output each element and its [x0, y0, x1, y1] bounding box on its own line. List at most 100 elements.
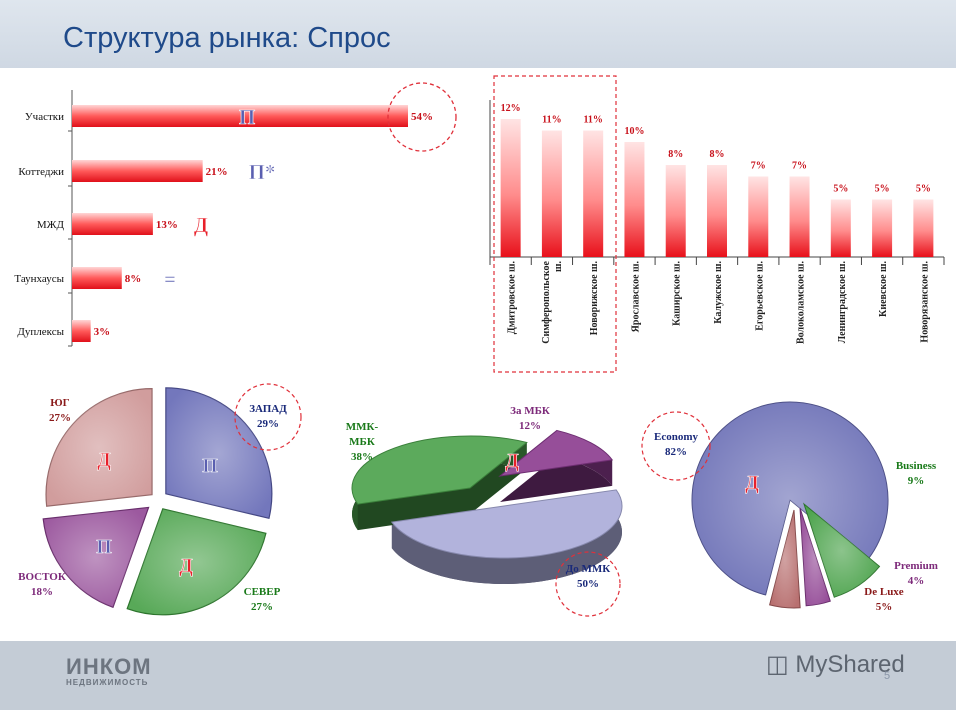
slice-value-label: 82% — [665, 446, 687, 458]
pie-slice-shine — [691, 401, 888, 595]
marker-label: П — [239, 105, 255, 129]
category-label: МЖД — [37, 219, 65, 231]
bar — [541, 130, 562, 257]
logo-sub-text: НЕДВИЖИМОСТЬ — [66, 678, 149, 687]
slice-value-label: 12% — [519, 420, 541, 432]
marker-label: = — [164, 267, 176, 291]
pie-slice-shine — [769, 510, 801, 608]
category-label: Ярославское ш. — [630, 261, 641, 333]
value-label: 10% — [624, 126, 644, 137]
value-label: 21% — [206, 166, 228, 178]
bar — [789, 176, 810, 257]
category-label-cont: ш. — [553, 261, 564, 272]
logo-main-text: ИНКОМ — [66, 654, 152, 679]
slice-value-label: 5% — [876, 601, 893, 613]
company-logo: ИНКОМ НЕДВИЖИМОСТЬ — [66, 654, 152, 687]
marker-label: Д — [194, 213, 209, 237]
pie-slice — [498, 429, 614, 477]
highlight-ring — [641, 411, 711, 481]
category-label: Волоколамское ш. — [796, 261, 807, 345]
value-label: 5% — [916, 184, 931, 195]
slice-label: ЮГ — [50, 397, 69, 409]
bar — [748, 176, 769, 257]
category-label: Новорязанское ш. — [919, 261, 930, 343]
bar — [72, 105, 408, 127]
bar — [72, 267, 122, 289]
highlight-ring — [387, 82, 457, 152]
watermark: ◫ MyShared — [766, 650, 905, 679]
category-label: Новорижское ш. — [589, 261, 600, 336]
bar — [913, 199, 934, 257]
category-label: Коттеджи — [18, 166, 64, 178]
highlight-box — [493, 75, 617, 373]
bar — [707, 165, 727, 257]
pie-slice-shine — [800, 508, 831, 606]
value-label: 3% — [94, 326, 111, 338]
class-pie-chart: Economy 82% Д Business 9% Premium 4% De Luxe 5% — [641, 401, 938, 613]
slice-marker: П — [202, 455, 218, 477]
category-label: Ленинградское ш. — [837, 261, 848, 344]
bar — [872, 199, 893, 257]
value-label: 8% — [125, 273, 141, 285]
category-label: Таунхаусы — [14, 273, 64, 285]
slice-marker: П — [96, 536, 112, 558]
category-label: Киевское ш. — [878, 261, 889, 317]
slice-value-label: 29% — [257, 418, 279, 430]
slice-label: Business — [896, 460, 937, 472]
highway-bar-chart: 12% Дмитровское ш. 11% Симферопольское ш. 11%… — [489, 75, 945, 373]
ring-road-pie-chart: До ММК 50% ММК- МБК 38% За МБК 12% Д — [346, 405, 623, 617]
page-number: 5 — [884, 670, 891, 682]
pie-slice-shine — [804, 504, 880, 598]
direction-pie-chart: П ЗАПАД 29% Д СЕВЕР 27% П ВОСТОК 18% Д ЮГ 27% — [18, 383, 302, 616]
category-label: Калужское ш. — [713, 261, 724, 324]
slice-label: За МБК — [510, 405, 550, 417]
value-label: 12% — [501, 103, 521, 114]
page-title: Структура рынка: Спрос — [63, 22, 391, 54]
value-label: 13% — [156, 219, 178, 231]
value-label: 11% — [542, 115, 561, 126]
value-label: 8% — [710, 149, 725, 160]
slice-label: ММК- — [346, 421, 379, 433]
slice-label: До ММК — [566, 563, 611, 575]
highlight-ring — [234, 383, 302, 451]
presentation-icon: ◫ — [766, 651, 789, 678]
highlight-ring — [555, 551, 621, 617]
bar — [72, 320, 91, 342]
bar — [665, 165, 686, 257]
slice-value-label: 27% — [251, 601, 273, 613]
pie-slice-side — [500, 456, 613, 502]
value-label: 7% — [792, 161, 807, 172]
category-label: Дмитровское ш. — [507, 261, 518, 335]
value-label: 7% — [751, 161, 766, 172]
watermark-text: MyShared — [795, 651, 905, 678]
category-label: Каширское ш. — [672, 261, 683, 326]
slice-marker: Д — [179, 555, 193, 577]
header-bar: Структура рынка: Спрос — [0, 0, 956, 68]
slice-value-label: 38% — [351, 451, 373, 463]
slice-value-label: 50% — [577, 578, 599, 590]
bar — [500, 119, 521, 257]
pie-slice-shine — [43, 507, 149, 608]
slice-value-label: 9% — [908, 475, 925, 487]
slice-value-label: 27% — [49, 412, 71, 424]
value-label: 5% — [833, 184, 848, 195]
pie-slice-shine — [165, 387, 272, 519]
category-label: Егорьевское ш. — [754, 261, 765, 331]
value-label: 5% — [875, 184, 890, 195]
slice-label: ВОСТОК — [18, 571, 66, 583]
category-label: Симферопольское — [541, 260, 552, 343]
slice-label: Economy — [654, 431, 699, 443]
slice-label: ЗАПАД — [249, 403, 287, 415]
property-type-bar-chart: Участки 54% Коттеджи 21% МЖД 13% Таунхаусы 8% Ду… — [14, 82, 457, 347]
slice-label-cont: МБК — [349, 436, 375, 448]
category-label: Участки — [25, 111, 64, 123]
marker-label: П* — [249, 160, 276, 184]
slice-label: Premium — [894, 560, 938, 572]
bar — [72, 213, 153, 235]
slice-label: De Luxe — [864, 586, 904, 598]
category-label: Дуплексы — [17, 326, 64, 338]
pie-slice — [351, 435, 528, 505]
bar — [624, 142, 645, 257]
bar — [583, 130, 604, 257]
value-label: 11% — [583, 115, 602, 126]
